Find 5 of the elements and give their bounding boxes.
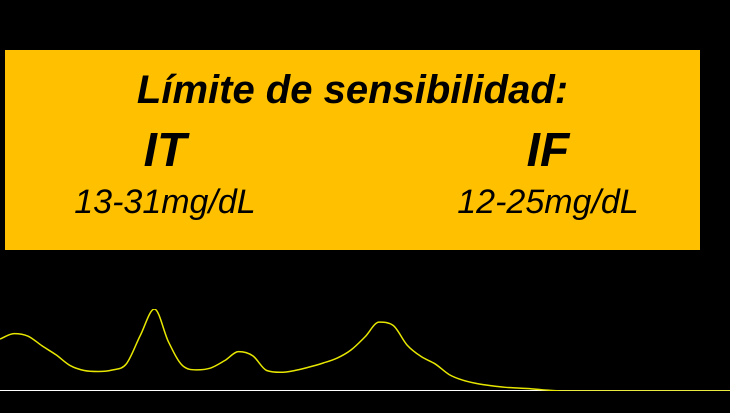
text: IT — [142, 123, 191, 179]
text: 13-31mg/dL — [73, 182, 257, 223]
text: IF — [526, 123, 572, 179]
chart-title: Límite de sensibilidad: — [136, 68, 570, 113]
text: 12-25mg/dL — [456, 182, 640, 223]
